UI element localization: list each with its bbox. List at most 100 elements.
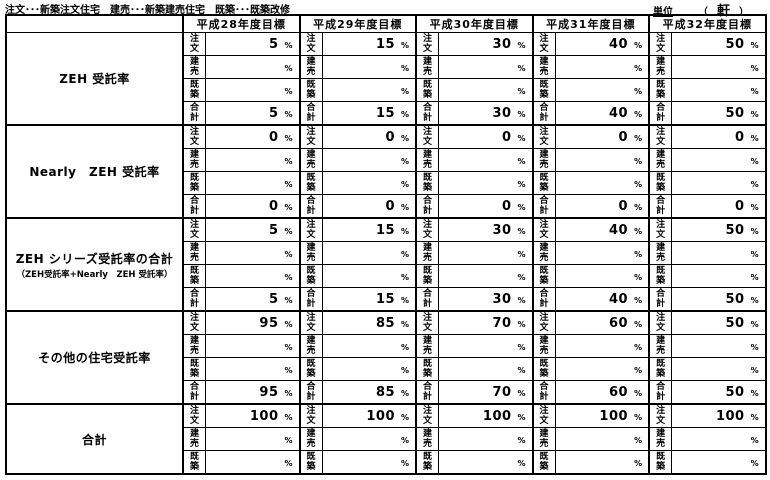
value-inner: % (556, 336, 648, 357)
row-type-label: 合計 (298, 287, 323, 312)
row-type-label: 建売 (415, 241, 440, 265)
percent-sign: % (634, 86, 643, 96)
row-type-label: 注文 (298, 217, 323, 242)
value-cell: 50% (671, 380, 767, 405)
group-label-text: その他の住宅受託率 (38, 351, 151, 365)
percent-sign: % (284, 40, 293, 50)
percent-sign: % (284, 435, 293, 445)
value-inner: % (556, 429, 648, 450)
value-cell: % (321, 78, 417, 102)
percent-sign: % (284, 133, 293, 143)
row-type-label: 注文 (182, 217, 207, 242)
value-cell: % (205, 55, 301, 79)
row-type-label: 建売 (415, 334, 440, 358)
percent-value: 100 (366, 408, 396, 424)
value-cell: % (205, 148, 301, 172)
percent-value: 95 (259, 315, 279, 331)
percent-sign: % (284, 388, 293, 398)
percent-sign: % (634, 388, 643, 398)
group-label-4: その他の住宅受託率 (5, 310, 184, 405)
value-cell: 5% (205, 287, 301, 312)
value-cell: % (438, 241, 534, 265)
value-inner: % (207, 150, 299, 171)
value-inner: % (556, 266, 648, 287)
value-cell: 60% (554, 310, 650, 335)
percent-sign: % (284, 226, 293, 236)
value-cell: 40% (554, 287, 650, 312)
percent-sign: % (401, 86, 410, 96)
value-cell: 50% (671, 101, 767, 126)
value-inner: 50% (673, 34, 765, 55)
percent-sign: % (750, 295, 759, 305)
value-cell: 40% (554, 101, 650, 126)
percent-sign: % (517, 365, 526, 375)
row-type-label: 建売 (182, 55, 207, 79)
value-inner: 50% (673, 288, 765, 310)
percent-sign: % (750, 435, 759, 445)
percent-sign: % (750, 249, 759, 259)
year-header-2: 平成29年度目標 (298, 14, 417, 33)
value-inner: % (323, 266, 415, 287)
value-inner: % (207, 266, 299, 287)
value-inner: 0% (673, 127, 765, 148)
value-cell: 0% (438, 194, 534, 219)
value-cell: 5% (205, 32, 301, 56)
percent-sign: % (634, 342, 643, 352)
row-type-label: 注文 (182, 403, 207, 428)
year-header-5: 平成32年度目標 (648, 14, 767, 33)
percent-value: 70 (492, 384, 512, 400)
row-type-label: 建売 (182, 334, 207, 358)
row-type-label: 既築 (182, 357, 207, 381)
percent-sign: % (750, 272, 759, 282)
value-inner: % (207, 336, 299, 357)
value-inner: % (673, 57, 765, 78)
value-cell: % (671, 78, 767, 102)
percent-value: 30 (492, 105, 512, 121)
percent-value: 100 (482, 408, 512, 424)
percent-sign: % (517, 458, 526, 468)
value-inner: 15% (323, 288, 415, 310)
percent-sign: % (401, 109, 410, 119)
row-type-label: 合計 (531, 287, 556, 312)
value-inner: 40% (556, 220, 648, 241)
row-type-label: 既築 (298, 450, 323, 475)
value-inner: 0% (440, 195, 532, 217)
value-cell: % (321, 427, 417, 451)
row-type-label: 既築 (648, 78, 673, 102)
value-inner: 5% (207, 288, 299, 310)
value-inner: % (323, 80, 415, 101)
value-inner: 0% (323, 127, 415, 148)
value-inner: 30% (440, 220, 532, 241)
row-type-label: 注文 (415, 217, 440, 242)
percent-value: 5 (268, 36, 279, 52)
value-inner: 50% (673, 313, 765, 334)
percent-value: 15 (375, 105, 396, 121)
value-inner: % (323, 173, 415, 194)
row-type-label: 合計 (415, 380, 440, 405)
percent-sign: % (634, 226, 643, 236)
legend-note: 注文･･･新築注文住宅 建売･･･新築建売住宅 既築･･･既築改修 (5, 5, 290, 16)
percent-value: 100 (599, 408, 629, 424)
row-type-label: 注文 (182, 32, 207, 56)
percent-value: 50 (725, 291, 745, 307)
percent-value: 0 (502, 198, 512, 214)
value-inner: 0% (323, 195, 415, 217)
value-inner: 15% (323, 102, 415, 124)
value-inner: 70% (440, 381, 532, 403)
row-type-label: 注文 (298, 124, 323, 149)
percent-sign: % (634, 249, 643, 259)
percent-sign: % (634, 435, 643, 445)
value-cell: % (438, 450, 534, 475)
value-cell: 50% (671, 217, 767, 242)
row-type-label: 建売 (531, 55, 556, 79)
percent-sign: % (750, 63, 759, 73)
row-type-label: 既築 (298, 78, 323, 102)
row-type-label: 合計 (648, 287, 673, 312)
value-inner: % (440, 150, 532, 171)
row-type-label: 既築 (648, 264, 673, 288)
row-type-label: 合計 (182, 380, 207, 405)
percent-sign: % (517, 342, 526, 352)
value-inner: % (673, 243, 765, 264)
value-cell: % (205, 357, 301, 381)
percent-sign: % (750, 179, 759, 189)
